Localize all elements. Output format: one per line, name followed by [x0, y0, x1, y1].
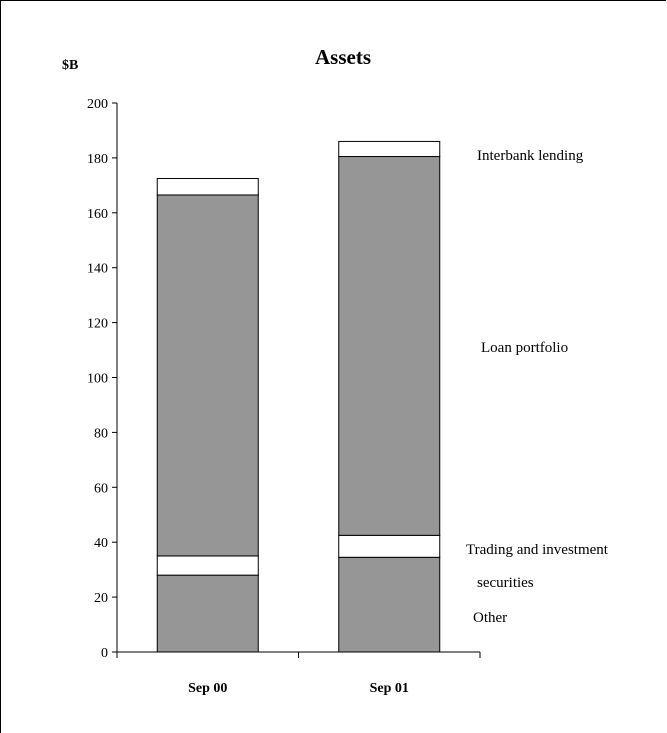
- series-label: Trading and investment securities: [466, 542, 609, 591]
- bar-segment: [338, 556, 441, 653]
- y-tick-label: 40: [94, 536, 108, 551]
- x-category-label: Sep 01: [370, 681, 409, 696]
- chart-title: Assets: [315, 45, 371, 69]
- y-tick-label: 60: [94, 481, 108, 496]
- y-tick-label: 180: [87, 152, 108, 167]
- series-labels: Interbank lending Loan portfolio Trading a…: [466, 148, 609, 626]
- y-tick-label: 120: [87, 317, 108, 332]
- y-tick-label: 140: [87, 262, 108, 277]
- bar-segment: [156, 194, 259, 557]
- bar-segment: [156, 555, 259, 576]
- series-label: Other: [473, 610, 507, 626]
- y-tick-label: 0: [101, 646, 108, 661]
- y-tick-labels: 0 20 40 60 80 100 120 140 160 180 200: [87, 97, 108, 661]
- category-labels: Sep 00 Sep 01: [188, 681, 409, 696]
- series-label-line: Trading and investment: [466, 542, 609, 558]
- bar-segment: [156, 574, 259, 653]
- y-tick-label: 160: [87, 207, 108, 222]
- series-label: Loan portfolio: [481, 340, 568, 356]
- y-tick-label: 20: [94, 591, 108, 606]
- y-tick-label: 80: [94, 426, 108, 441]
- series-label-line: securities: [477, 575, 534, 591]
- bar-segment: [338, 534, 441, 558]
- bar-segment: [338, 156, 441, 536]
- series-label-line: Interbank lending: [477, 148, 584, 164]
- series-label: Interbank lending: [477, 148, 584, 164]
- x-category-label: Sep 00: [188, 681, 227, 696]
- y-tick-label: 200: [87, 97, 108, 112]
- y-axis-label: $B: [62, 58, 78, 73]
- bar-segment: [338, 140, 441, 158]
- series-label-line: Loan portfolio: [481, 340, 568, 356]
- series-label-line: Other: [473, 610, 507, 626]
- bars: [156, 140, 441, 653]
- y-tick-label: 100: [87, 372, 108, 387]
- bar-segment: [156, 177, 259, 196]
